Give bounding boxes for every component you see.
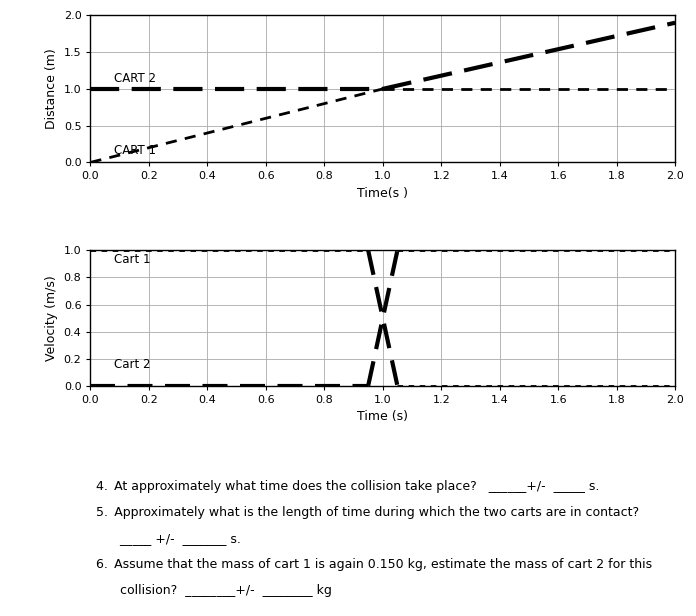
Text: 5. Approximately what is the length of time during which the two carts are in co: 5. Approximately what is the length of t… <box>96 506 640 519</box>
Y-axis label: Distance (m): Distance (m) <box>45 49 58 129</box>
Text: 6. Assume that the mass of cart 1 is again 0.150 kg, estimate the mass of cart 2: 6. Assume that the mass of cart 1 is aga… <box>96 558 652 571</box>
Text: _____ +/-  _______ s.: _____ +/- _______ s. <box>96 532 242 545</box>
X-axis label: Time(s ): Time(s ) <box>357 187 409 200</box>
Text: CART 1: CART 1 <box>114 144 156 156</box>
Text: collision?  ________+/-  ________ kg: collision? ________+/- ________ kg <box>96 584 332 597</box>
Text: Cart 2: Cart 2 <box>114 358 150 371</box>
Y-axis label: Velocity (m/s): Velocity (m/s) <box>45 275 58 361</box>
X-axis label: Time (s): Time (s) <box>357 410 409 423</box>
Text: 4. At approximately what time does the collision take place?   ______+/-  _____ : 4. At approximately what time does the c… <box>96 480 600 493</box>
Text: Cart 1: Cart 1 <box>114 253 150 265</box>
Text: CART 2: CART 2 <box>114 71 156 84</box>
